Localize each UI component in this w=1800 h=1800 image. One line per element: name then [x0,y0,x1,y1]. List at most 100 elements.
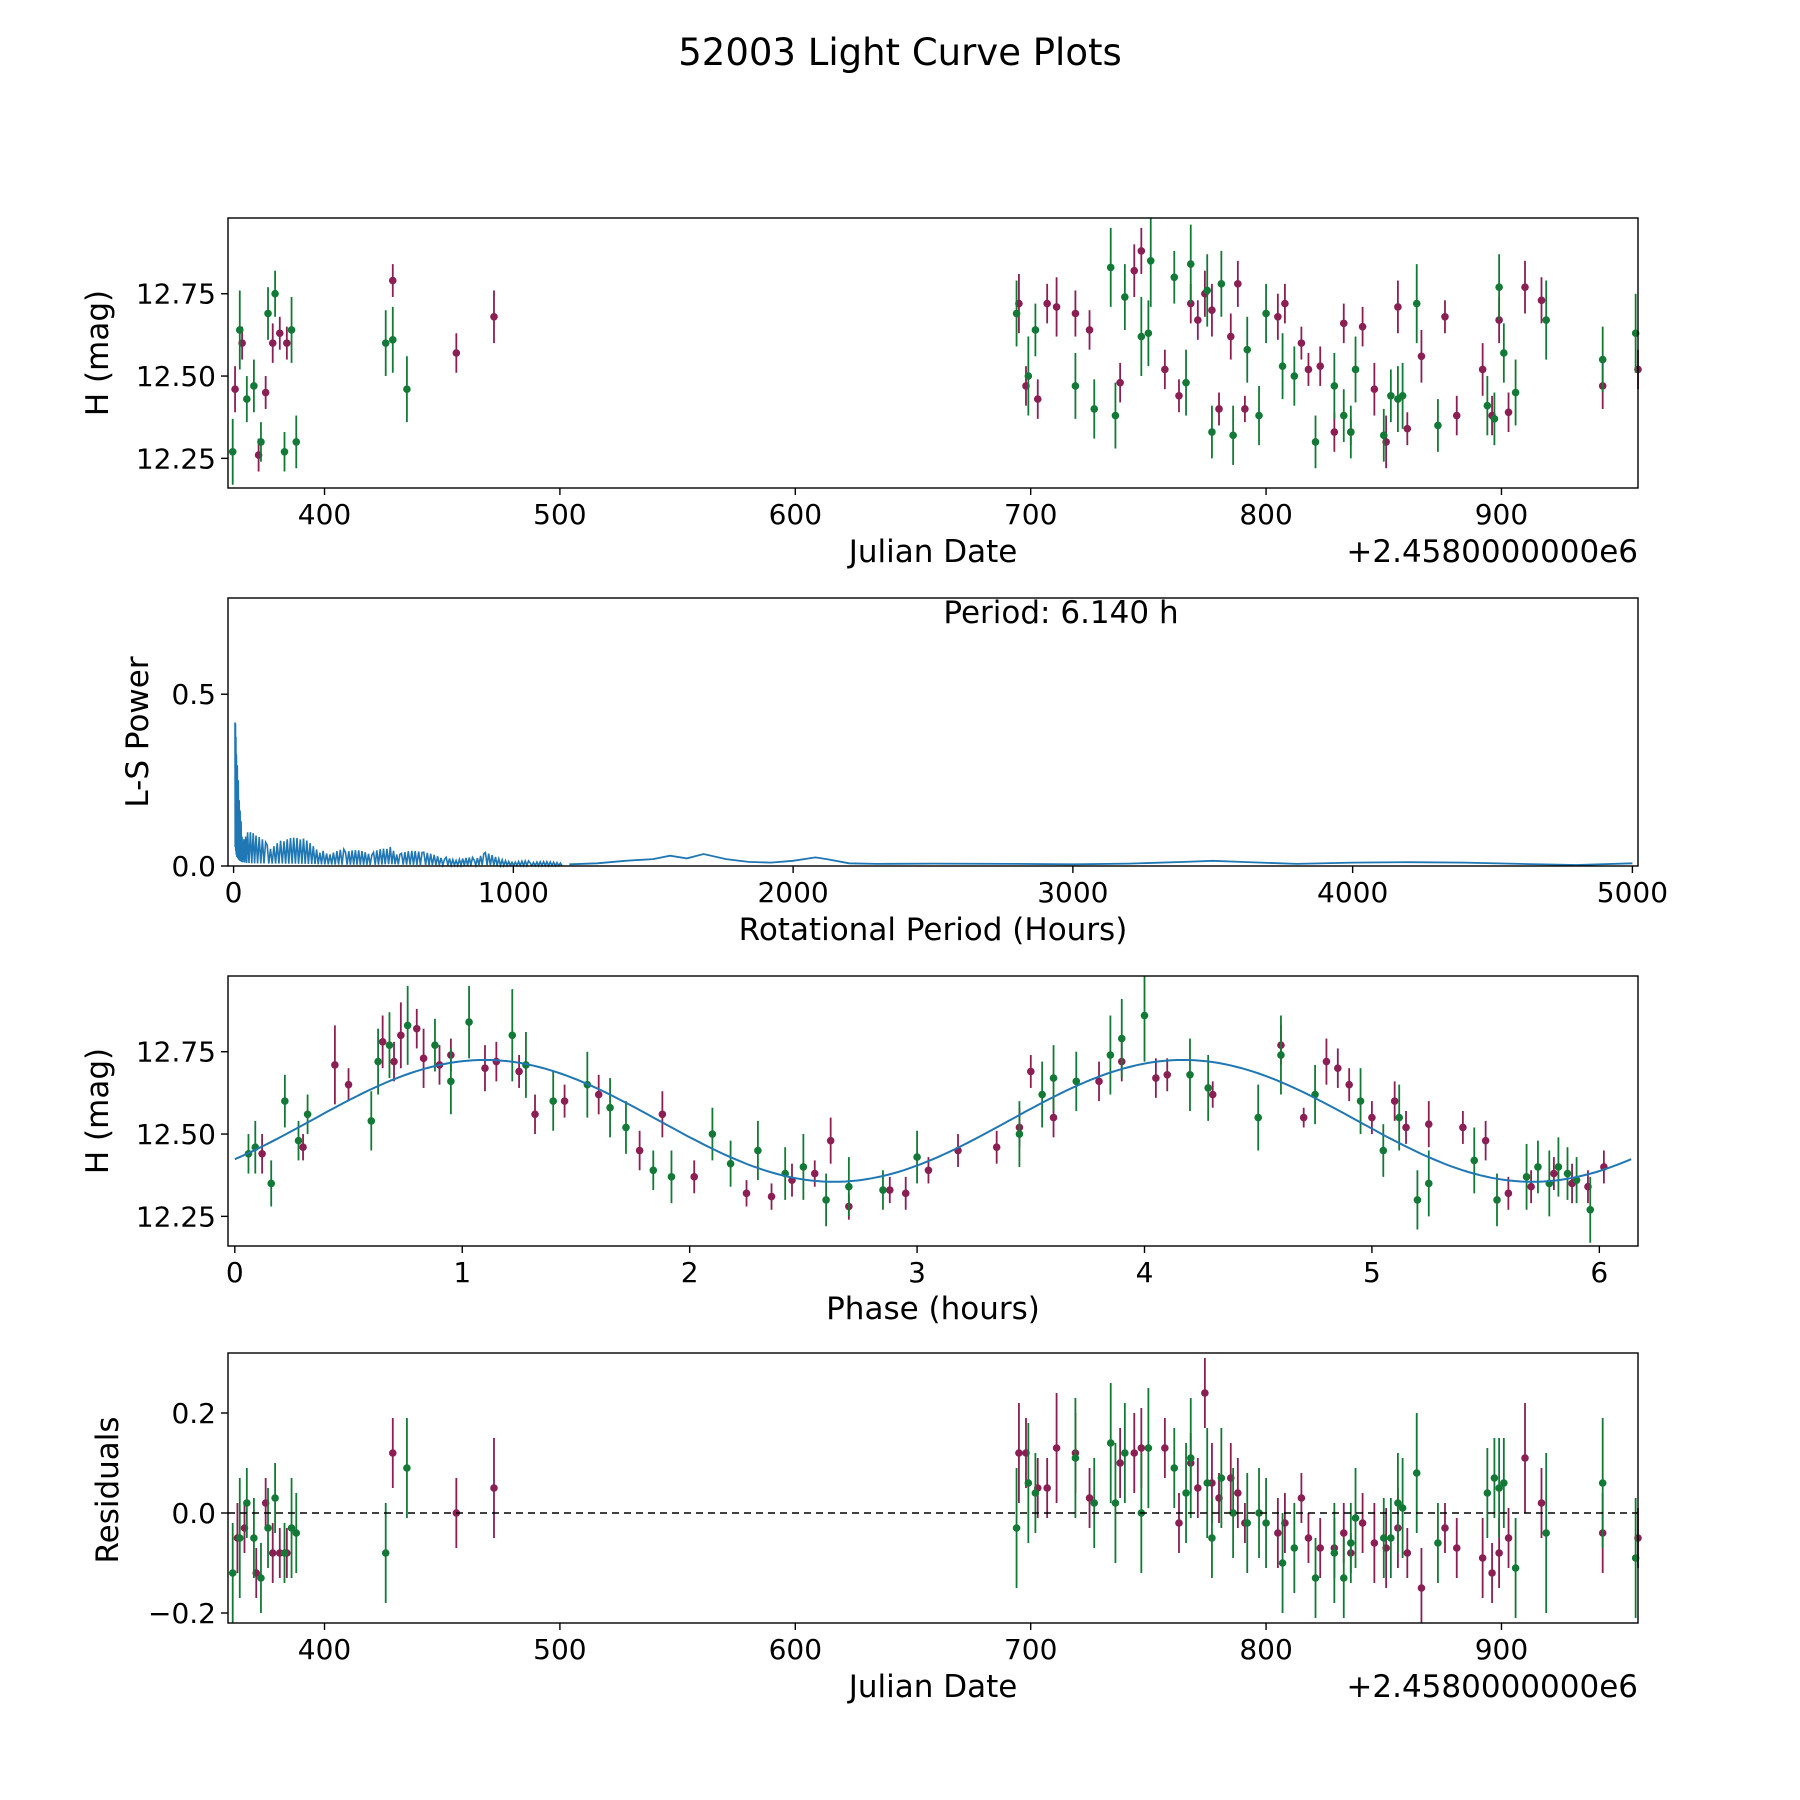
light-curve-point-green [1024,372,1033,380]
phase-curve-point-green [508,1031,517,1040]
phase-curve-point-magenta [419,1054,428,1063]
phase-curve-point-green [1395,1113,1404,1122]
panel-periodogram: 0 1000 2000 3000 4000 5000 0.0 0.5 Period: 6.14… [120,595,1668,948]
residuals-point-magenta [1358,1519,1367,1527]
phase-curve-point-magenta [810,1169,819,1178]
phase-curve-point-green [447,1077,455,1086]
phase-curve-point-magenta [594,1090,603,1099]
phase-curve-model-line [234,1059,1632,1183]
phase-curve-point-green [465,1018,473,1026]
light-curve-point-magenta [1339,319,1348,328]
periodogram-dense-line [234,722,563,869]
light-curve-point-magenta [1033,395,1042,403]
residuals-point-green [243,1499,251,1507]
phase-curve-point-magenta [767,1192,776,1201]
light-curve-point-green [1347,428,1355,436]
light-curve-point-green [243,395,251,403]
residuals-point-magenta [1452,1544,1461,1552]
periodogram-xtick-label: 4000 [1317,876,1388,909]
light-curve-point-green [287,326,296,334]
residuals-point-magenta [1316,1544,1325,1552]
phase-curve-point-magenta [258,1150,266,1158]
phase-curve-point-magenta [826,1136,835,1145]
light-curve-point-magenta [1274,312,1282,321]
light-curve-point-green [1262,309,1270,318]
light-curve-point-green [1511,388,1520,397]
residuals-point-magenta [1537,1499,1546,1507]
phase-curve-point-green [1038,1090,1046,1099]
periodogram-ytick-label: 0.5 [171,678,216,711]
phase-curve-axes [227,975,1639,1247]
phase-curve-point-green [549,1097,558,1105]
phase-curve-point-green [431,1041,439,1049]
residuals-point-green [1330,1549,1339,1557]
phase-curve-point-green [1586,1205,1595,1214]
light-curve-point-magenta [1394,303,1402,311]
residuals-point-green [1290,1544,1299,1552]
phase-curve-point-green [294,1136,303,1145]
phase-curve-point-magenta [378,1038,387,1046]
light-curve-point-green [1311,438,1320,446]
residuals-point-green [1031,1489,1040,1497]
residuals-point-green [271,1494,279,1502]
phase-curve-point-magenta [1026,1067,1035,1076]
phase-curve-point-magenta [1402,1123,1410,1132]
residuals-point-green [1090,1499,1099,1507]
residuals-point-magenta [1234,1489,1242,1497]
light-curve-point-green [264,309,272,318]
residuals-point-green [1217,1474,1226,1482]
light-curve-point-magenta [1504,408,1513,417]
panel-residuals: 400 500 600 700 800 900 −0.2 0.0 0.2 Julian Date… [90,1352,1642,1705]
light-curve-point-magenta [1161,365,1169,374]
residuals-point-green [1182,1489,1190,1497]
light-curve-point-green [292,438,301,446]
light-curve-point-green [1412,299,1421,308]
light-curve-point-green [1170,273,1179,282]
light-curve-point-green [1398,392,1407,400]
light-curve-point-magenta [1071,309,1080,318]
residuals-point-green [1412,1469,1421,1477]
phase-curve-point-green [1534,1163,1542,1171]
residuals-point-magenta [1297,1494,1306,1502]
residuals-point-magenta [1370,1539,1379,1547]
residuals-point-green [1208,1534,1216,1542]
residuals-point-magenta [1085,1494,1094,1502]
residuals-point-magenta [1015,1449,1023,1457]
phase-curve-point-green [799,1163,808,1171]
phase-curve-xtick-label: 0 [226,1256,244,1289]
phase-curve-point-green [754,1146,762,1155]
residuals-point-green [1255,1509,1263,1517]
light-curve-point-magenta [1234,280,1242,288]
phase-curve-point-magenta [1345,1080,1353,1089]
residuals-point-magenta [490,1484,498,1492]
residuals-point-green [1500,1479,1508,1487]
phase-curve-point-green [726,1159,735,1168]
residuals-xtick-label: 800 [1239,1633,1292,1666]
periodogram-annotation: Period: 6.140 h [943,595,1178,631]
residuals-point-green [228,1569,237,1577]
panel-phase-curve: 0 1 2 3 4 5 6 12.25 12.50 12.75 Phase (hours) H (… [80,975,1639,1327]
residuals-point-magenta [1043,1484,1051,1492]
light-curve-point-green [1351,365,1360,374]
residuals-point-green [1398,1504,1407,1512]
light-curve-point-magenta [1175,392,1183,400]
phase-curve-point-green [1015,1130,1024,1138]
light-curve-point-magenta [1208,306,1216,314]
light-curve-point-magenta [1085,326,1094,334]
periodogram-tail-line [569,853,1633,866]
light-curve-point-green [1208,428,1216,436]
residuals-point-green [1144,1444,1153,1452]
phase-curve-point-magenta [1334,1064,1342,1072]
phase-curve-point-magenta [1299,1113,1308,1122]
phase-curve-point-magenta [531,1110,539,1119]
light-curve-point-magenta [1370,385,1379,394]
light-curve-xtick-label: 900 [1475,498,1528,531]
phase-curve-point-green [1049,1074,1058,1082]
residuals-point-green [1170,1464,1179,1472]
light-curve-point-magenta [1478,365,1487,374]
phase-curve-point-green [822,1196,830,1204]
residuals-point-green [250,1534,258,1542]
phase-curve-point-green [1072,1077,1081,1086]
phase-curve-point-magenta [1481,1136,1490,1145]
